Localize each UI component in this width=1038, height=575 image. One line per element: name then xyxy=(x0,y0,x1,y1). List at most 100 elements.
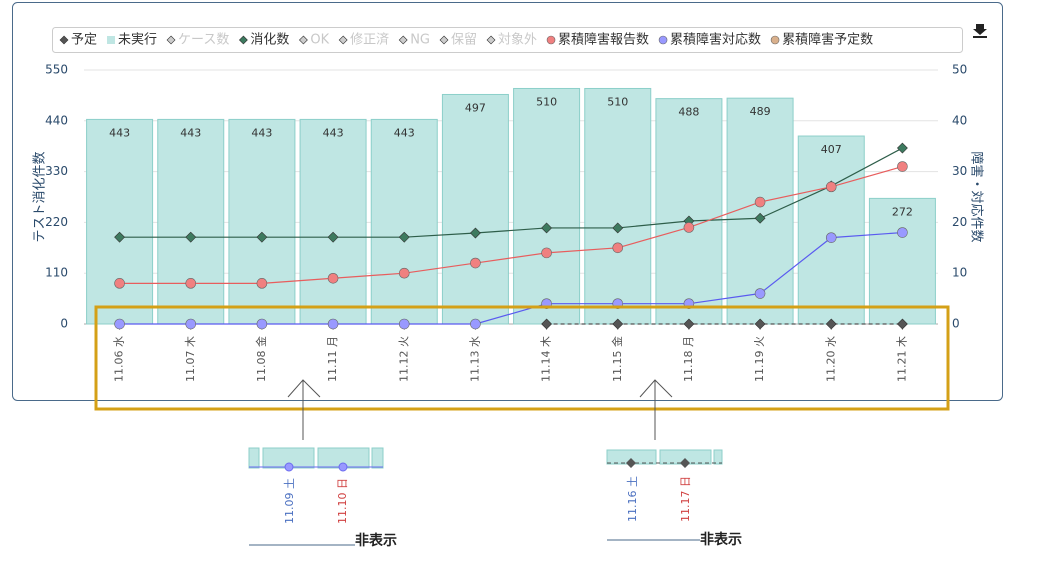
marker xyxy=(897,227,908,238)
legend-item[interactable]: 予定 xyxy=(59,33,97,48)
marker xyxy=(439,35,449,45)
bar-label: 488 xyxy=(678,106,699,119)
x-tick-label: 11.18 月 xyxy=(682,336,695,382)
x-tick-label: 11.06 水 xyxy=(113,336,126,382)
x-tick-label: 11.20 水 xyxy=(824,336,837,382)
legend-label: NG xyxy=(410,33,430,48)
bar-label: 497 xyxy=(465,101,486,114)
y2-tick-label: 40 xyxy=(952,113,967,127)
legend-item[interactable]: 未実行 xyxy=(107,32,157,48)
marker xyxy=(238,35,248,45)
marker xyxy=(470,318,481,330)
legend-label: 保留 xyxy=(451,33,477,48)
marker xyxy=(298,35,308,45)
x-tick-label: 11.19 火 xyxy=(753,336,766,382)
y-tick-label: 330 xyxy=(45,164,68,178)
marker xyxy=(541,222,553,234)
legend: 予定 未実行 ケース数 消化数 OK 修正済 NG 保留 対象外 累積障害報告数 累積障害対応数 累積… xyxy=(59,32,873,48)
y-tick-label: 220 xyxy=(45,215,68,229)
hidden-date-label: 11.10 日 xyxy=(336,478,349,524)
bar-label: 510 xyxy=(536,95,557,108)
x-tick-label: 11.14 木 xyxy=(540,336,553,382)
series-line xyxy=(119,165,903,284)
marker xyxy=(256,231,268,243)
legend-item[interactable]: 消化数 xyxy=(238,33,289,48)
marker xyxy=(612,222,624,234)
marker xyxy=(541,318,553,330)
legend-item[interactable]: 累積障害報告数 xyxy=(546,32,649,48)
legend-label: 未実行 xyxy=(118,32,157,48)
marker xyxy=(185,278,197,289)
bar-label: 443 xyxy=(323,126,344,139)
legend-item[interactable]: 保留 xyxy=(439,33,477,48)
callout-arrow xyxy=(639,379,673,440)
bar xyxy=(655,98,723,325)
legend-label: OK xyxy=(310,33,329,48)
legend-item[interactable]: 対象外 xyxy=(486,33,537,48)
legend-label: 累積障害予定数 xyxy=(782,32,873,48)
legend-label: ケース数 xyxy=(178,33,229,48)
marker xyxy=(59,35,69,45)
y2-axis-label: 障害・対応件数 xyxy=(969,151,985,242)
marker xyxy=(754,288,766,299)
marker xyxy=(612,318,624,330)
legend-label: 消化数 xyxy=(250,33,289,48)
marker xyxy=(612,242,624,254)
series-line xyxy=(119,147,903,238)
mini-bars xyxy=(606,449,723,468)
x-tick-label: 11.07 木 xyxy=(184,336,197,382)
y2-tick-label: 10 xyxy=(952,266,967,280)
y2-tick-label: 20 xyxy=(952,215,967,229)
marker xyxy=(683,318,695,330)
marker xyxy=(896,142,908,154)
marker xyxy=(398,35,408,45)
bar xyxy=(797,135,865,325)
marker xyxy=(114,278,125,289)
bar-label: 443 xyxy=(251,126,272,139)
marker xyxy=(327,272,339,284)
bar xyxy=(513,87,581,325)
download-icon[interactable] xyxy=(973,24,987,38)
bar-label: 443 xyxy=(394,126,415,139)
legend-label: 対象外 xyxy=(498,33,537,48)
legend-item[interactable]: 修正済 xyxy=(338,32,389,48)
series-line xyxy=(119,231,903,325)
x-tick-label: 11.11 月 xyxy=(326,336,339,382)
marker xyxy=(754,212,766,224)
y2-tick-label: 50 xyxy=(952,63,967,77)
marker xyxy=(470,257,481,269)
y2-tick-label: 0 xyxy=(952,317,960,331)
legend-item[interactable]: NG xyxy=(398,33,430,48)
bar-label: 272 xyxy=(892,205,913,218)
legend-item[interactable]: 累積障害対応数 xyxy=(658,32,761,48)
marker xyxy=(185,318,197,330)
marker xyxy=(166,35,176,45)
marker xyxy=(825,232,837,243)
marker xyxy=(896,318,908,330)
marker xyxy=(256,278,268,289)
bar xyxy=(228,118,296,325)
x-tick-label: 11.21 木 xyxy=(895,336,908,382)
marker xyxy=(114,231,126,243)
hidden-date-label: 11.16 土 xyxy=(626,476,639,522)
legend-item[interactable]: 累積障害予定数 xyxy=(770,32,873,48)
x-tick-label: 11.08 金 xyxy=(254,336,268,382)
marker xyxy=(683,222,695,233)
mini-bars xyxy=(248,447,384,472)
bar xyxy=(584,87,652,325)
legend-label: 累積障害報告数 xyxy=(558,32,649,48)
bar-label: 443 xyxy=(109,126,130,139)
legend-item[interactable]: ケース数 xyxy=(166,33,229,48)
marker xyxy=(541,247,552,259)
bar xyxy=(441,93,509,325)
legend-item[interactable]: OK xyxy=(298,33,330,48)
bar-label: 407 xyxy=(821,143,842,156)
marker xyxy=(658,35,668,45)
callout-arrow xyxy=(287,379,321,440)
marker xyxy=(469,227,481,239)
plot: 0 110 220 330 440 550 0 10 20 30 40 50 11.06 水 11.07 … xyxy=(45,63,967,383)
callout-note: 非表示 xyxy=(355,532,397,549)
marker xyxy=(754,318,766,330)
